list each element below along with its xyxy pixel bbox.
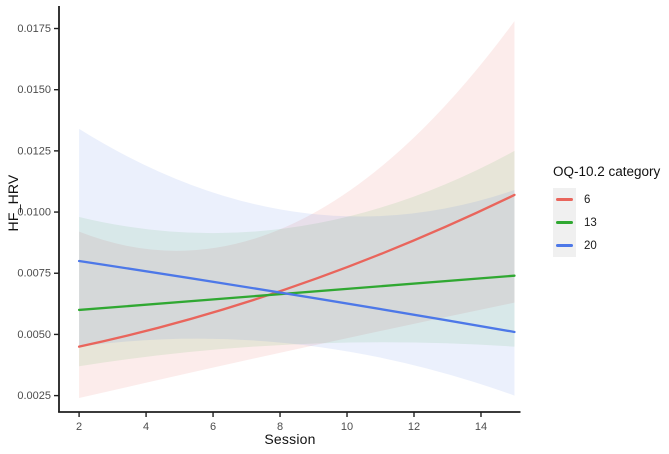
legend-items: 6 13 20 [553, 188, 668, 257]
trend-line-20 [77, 259, 516, 334]
ribbon-6 [79, 21, 515, 399]
legend-key-swatch [553, 188, 576, 211]
x-tick-label: 6 [210, 421, 216, 433]
legend-label: 6 [584, 193, 591, 206]
legend-line-icon [556, 221, 573, 224]
x-tick-label: 2 [76, 421, 82, 433]
y-tick-label: 0.0175 [17, 23, 51, 35]
legend-item-13: 13 [553, 211, 668, 234]
legend-label: 20 [584, 239, 597, 252]
x-tick-label: 12 [408, 421, 420, 433]
ribbon-20 [79, 128, 515, 396]
trend-line-13 [77, 274, 516, 312]
legend-line-icon [556, 244, 573, 247]
legend-key-swatch [553, 234, 576, 257]
x-axis-title: Session [264, 431, 316, 447]
legend-item-20: 20 [553, 234, 668, 257]
y-tick-label: 0.0100 [17, 207, 51, 219]
legend-title: OQ-10.2 category [553, 164, 661, 179]
legend-line-icon [556, 198, 573, 201]
y-tick-label: 0.0075 [17, 268, 51, 280]
x-tick-label: 14 [475, 421, 487, 433]
y-tick-label: 0.0025 [17, 390, 51, 402]
y-tick-label: 0.0125 [17, 145, 51, 157]
x-tick-label: 4 [143, 421, 149, 433]
legend: OQ-10.2 category 6 13 20 [553, 164, 668, 257]
legend-label: 13 [584, 216, 597, 229]
y-axis-title: HF_HRV [5, 174, 21, 232]
y-tick-label: 0.0050 [17, 329, 51, 341]
y-tick-label: 0.0150 [17, 84, 51, 96]
trend-line-6 [77, 193, 516, 348]
x-tick-label: 8 [277, 421, 283, 433]
legend-item-6: 6 [553, 188, 668, 211]
legend-key-swatch [553, 211, 576, 234]
x-tick-label: 10 [341, 421, 353, 433]
